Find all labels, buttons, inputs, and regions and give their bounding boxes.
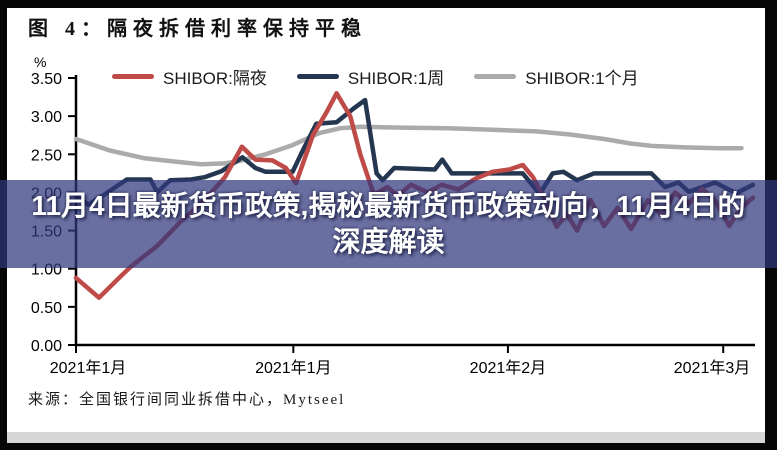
y-axis-label: 2.50	[31, 147, 62, 164]
legend-label: SHIBOR:1周	[347, 69, 445, 88]
source-note: 来源：全国银行间同业拆借中心，Mytseel	[28, 392, 346, 408]
x-axis-label: 2021年2月	[470, 359, 547, 377]
chart-legend: SHIBOR:隔夜 SHIBOR:1周 SHIBOR:1个月	[112, 64, 639, 89]
bottom-strip	[7, 432, 765, 443]
legend-item: SHIBOR:隔夜	[112, 64, 267, 89]
overlay-banner: 11月4日最新货币政策,揭秘最新货币政策动向，11月4日的深度解读	[0, 180, 777, 268]
legend-item: SHIBOR:1个月	[474, 64, 639, 89]
legend-swatch	[296, 74, 339, 79]
legend-item: SHIBOR:1周	[296, 64, 445, 89]
overlay-text: 11月4日最新货币政策,揭秘最新货币政策动向，11月4日的深度解读	[31, 190, 746, 257]
figure-title: 图 4：隔夜拆借利率保持平稳	[28, 18, 367, 40]
legend-label: SHIBOR:隔夜	[163, 69, 267, 88]
legend-label: SHIBOR:1个月	[525, 69, 639, 88]
y-axis-label: 0.50	[31, 300, 62, 317]
y-axis-label: 3.00	[31, 109, 62, 126]
x-axis-label: 2021年1月	[50, 359, 127, 377]
y-axis-label: 3.50	[31, 71, 62, 88]
series-line	[73, 124, 744, 167]
legend-swatch	[474, 74, 517, 79]
y-axis-unit-label: %	[34, 54, 47, 70]
x-axis-label: 2021年1月	[255, 359, 332, 377]
y-axis-label: 0.00	[31, 338, 62, 355]
x-axis-label: 2021年3月	[674, 359, 751, 377]
legend-swatch	[112, 74, 154, 79]
